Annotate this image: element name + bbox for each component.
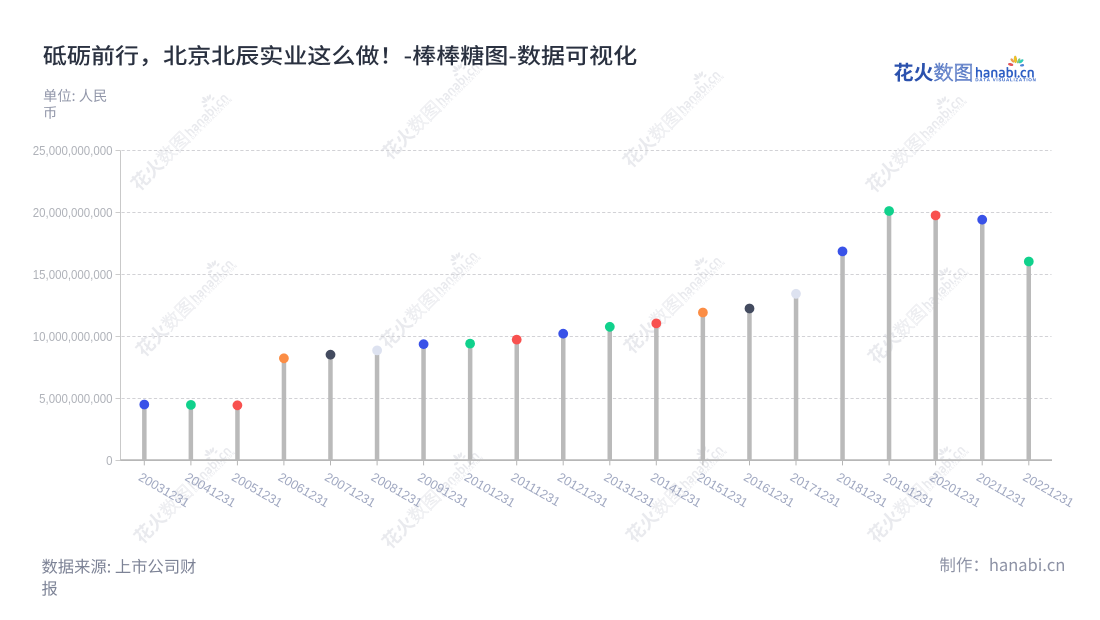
svg-text:0: 0 xyxy=(106,453,112,468)
svg-text:15,000,000,000: 15,000,000,000 xyxy=(33,267,113,282)
svg-text:5,000,000,000: 5,000,000,000 xyxy=(39,391,112,406)
svg-text:25,000,000,000: 25,000,000,000 xyxy=(33,143,113,158)
svg-text:20,000,000,000: 20,000,000,000 xyxy=(33,205,113,220)
svg-text:10,000,000,000: 10,000,000,000 xyxy=(33,329,113,344)
